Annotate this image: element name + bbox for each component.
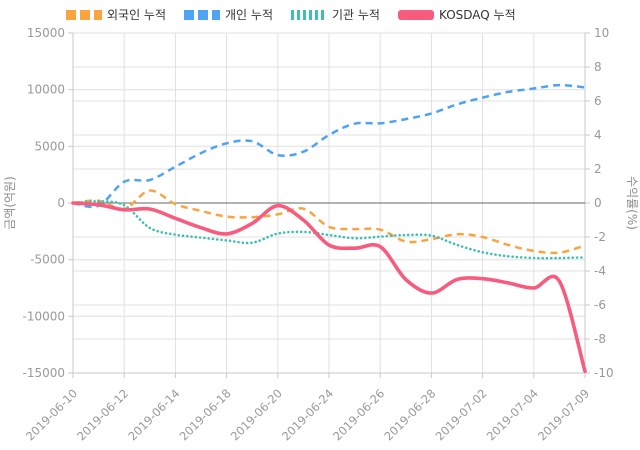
svg-text:-6: -6: [594, 298, 606, 312]
svg-text:-4: -4: [594, 264, 606, 278]
y-axis-right-title: 수익률(%): [625, 176, 639, 230]
svg-text:2019-06-18: 2019-06-18: [177, 386, 234, 443]
legend-item-kosdaq[interactable]: KOSDAQ 누적: [397, 6, 516, 23]
svg-text:2019-06-14: 2019-06-14: [125, 386, 182, 443]
svg-text:-10000: -10000: [22, 309, 65, 323]
legend-item-individual[interactable]: 개인 누적: [184, 6, 273, 23]
svg-text:4: 4: [594, 128, 602, 142]
dotted-line-swatch-icon: [291, 9, 327, 20]
x-axis-tick-labels: 2019-06-102019-06-122019-06-142019-06-18…: [23, 386, 592, 443]
svg-text:0: 0: [57, 196, 65, 210]
svg-text:-2: -2: [594, 230, 606, 244]
y-axis-right-tick-labels: 10 8 6 4 2 0 -2 -4 -6 -8 -10: [594, 26, 614, 380]
svg-text:2019-07-04: 2019-07-04: [484, 386, 541, 443]
series-line-individual: [72, 83, 586, 209]
svg-text:2: 2: [594, 162, 602, 176]
svg-text:8: 8: [594, 60, 602, 74]
svg-text:10000: 10000: [27, 83, 65, 97]
legend-item-foreign[interactable]: 외국인 누적: [66, 6, 166, 23]
svg-text:5000: 5000: [34, 139, 65, 153]
svg-text:2019-06-20: 2019-06-20: [228, 386, 285, 443]
dashed-line-swatch-icon: [184, 9, 221, 20]
chart-legend: 외국인 누적 개인 누적 기관 누적 KOSDAQ 누적: [66, 6, 516, 23]
y-axis-left-tick-labels: 15000 10000 5000 0 -5000 -10000 -15000: [22, 26, 65, 380]
svg-text:-8: -8: [594, 332, 606, 346]
svg-text:2019-06-10: 2019-06-10: [23, 386, 80, 443]
svg-text:-15000: -15000: [22, 366, 65, 380]
svg-text:2019-06-26: 2019-06-26: [330, 386, 387, 443]
legend-label: KOSDAQ 누적: [438, 8, 516, 22]
series-line-kosdaq: [71, 201, 587, 374]
series-line-institution: [71, 199, 587, 260]
svg-text:2019-07-02: 2019-07-02: [433, 386, 490, 443]
svg-text:10: 10: [594, 26, 609, 40]
y-axis-left-title: 금액(억원): [3, 176, 17, 230]
solid-line-swatch-icon: [397, 9, 434, 20]
svg-text:2019-06-28: 2019-06-28: [381, 386, 438, 443]
legend-label: 기관 누적: [332, 8, 380, 22]
dashed-line-swatch-icon: [66, 9, 102, 20]
series-line-foreign: [72, 189, 586, 255]
svg-text:2019-06-12: 2019-06-12: [74, 386, 131, 443]
svg-text:-10: -10: [594, 366, 614, 380]
legend-item-institution[interactable]: 기관 누적: [291, 6, 380, 23]
legend-label: 외국인 누적: [107, 8, 167, 22]
svg-text:2019-06-24: 2019-06-24: [279, 386, 336, 443]
series-lines: [71, 83, 587, 374]
svg-text:0: 0: [594, 196, 602, 210]
svg-text:15000: 15000: [27, 26, 65, 40]
legend-label: 개인 누적: [225, 8, 273, 22]
svg-text:6: 6: [594, 94, 602, 108]
svg-text:-5000: -5000: [30, 253, 65, 267]
svg-text:2019-07-09: 2019-07-09: [535, 386, 592, 443]
